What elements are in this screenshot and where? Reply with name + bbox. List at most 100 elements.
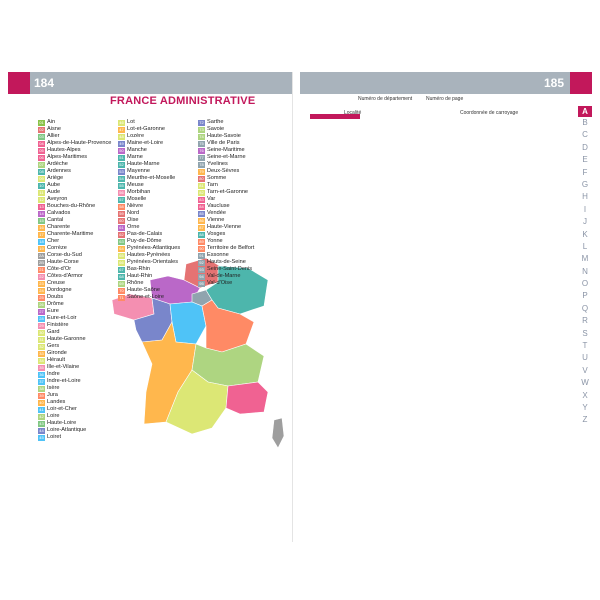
alpha-tab-e[interactable]: E bbox=[582, 155, 588, 165]
legend-item: 26 Drôme bbox=[38, 301, 111, 308]
legend-item: 2B Haute-Corse bbox=[38, 259, 111, 266]
alpha-tab-g[interactable]: G bbox=[581, 179, 589, 189]
legend-item: 33 Gironde bbox=[38, 350, 111, 357]
alpha-tab-t[interactable]: T bbox=[582, 341, 588, 351]
legend-item: 11 Aude bbox=[38, 189, 111, 196]
alpha-tab-f[interactable]: F bbox=[582, 167, 588, 177]
dept-code-swatch: 30 bbox=[38, 329, 45, 336]
dept-name: Aude bbox=[47, 189, 61, 195]
dept-code-swatch: 87 bbox=[198, 224, 205, 231]
dept-code-swatch: 03 bbox=[38, 133, 45, 140]
dept-name: Hautes-Pyrénées bbox=[127, 252, 171, 258]
dept-code-swatch: 64 bbox=[118, 245, 125, 252]
dept-code-swatch: 79 bbox=[198, 168, 205, 175]
alpha-tab-q[interactable]: Q bbox=[581, 303, 589, 313]
legend-item: 30 Gard bbox=[38, 329, 111, 336]
france-map-svg bbox=[111, 257, 285, 449]
dept-code-swatch: 39 bbox=[38, 392, 45, 399]
alpha-tab-b[interactable]: B bbox=[582, 118, 588, 127]
dept-code-swatch: 33 bbox=[38, 350, 45, 357]
dept-code-swatch: 72 bbox=[198, 119, 205, 126]
index-column-2 bbox=[361, 120, 411, 540]
dept-name: Haute-Saône bbox=[127, 287, 160, 293]
page-number-right: 185 bbox=[543, 76, 564, 90]
dept-name: Rhône bbox=[127, 280, 144, 286]
legend-item: 02 Aisne bbox=[38, 126, 111, 133]
alpha-tab-h[interactable]: H bbox=[582, 192, 588, 202]
alpha-tab-r[interactable]: R bbox=[582, 316, 588, 326]
dept-code-swatch: 37 bbox=[38, 378, 45, 385]
legend-item: 41 Loir-et-Cher bbox=[38, 406, 111, 413]
alpha-tab-w[interactable]: W bbox=[581, 378, 589, 388]
dept-code-swatch: 28 bbox=[38, 315, 45, 322]
dept-name: Loir-et-Cher bbox=[47, 406, 77, 412]
alpha-tab-u[interactable]: U bbox=[582, 353, 588, 363]
alpha-tab-i[interactable]: I bbox=[583, 204, 587, 214]
dept-name: Côte-d'Or bbox=[47, 266, 72, 272]
legend-column-2: 46 Lot 47 Lot-et-Garonne 48 Lozère 49 Maine-et-… bbox=[118, 119, 180, 301]
dept-name: Hautes-Alpes bbox=[47, 147, 81, 153]
alpha-tab-y[interactable]: Y bbox=[582, 402, 588, 412]
legend-item: 29 Finistère bbox=[38, 322, 111, 329]
dept-code-swatch: 83 bbox=[198, 196, 205, 203]
alpha-tab-n[interactable]: N bbox=[582, 266, 588, 276]
dept-name: Isère bbox=[47, 385, 60, 391]
dept-name: Deux-Sèvres bbox=[207, 168, 240, 174]
dept-name: Sarthe bbox=[207, 119, 224, 125]
alpha-tab-l[interactable]: L bbox=[582, 241, 588, 251]
dept-name: Bouches-du-Rhône bbox=[47, 203, 96, 209]
dept-code-swatch: 66 bbox=[118, 259, 125, 266]
dept-name: Puy-de-Dôme bbox=[127, 238, 162, 244]
dept-name: Lot bbox=[127, 119, 135, 125]
legend-item: 77 Seine-et-Marne bbox=[198, 154, 254, 161]
dept-code-swatch: 34 bbox=[38, 357, 45, 364]
dept-code-swatch: 60 bbox=[118, 217, 125, 224]
alpha-tab-x[interactable]: X bbox=[582, 390, 588, 400]
dept-code-swatch: 55 bbox=[118, 182, 125, 189]
dept-name: Ville de Paris bbox=[207, 140, 240, 146]
legend-item: 28 Eure-et-Loir bbox=[38, 315, 111, 322]
legend-item: 01 Ain bbox=[38, 119, 111, 126]
legend-item: 13 Bouches-du-Rhône bbox=[38, 203, 111, 210]
dept-code-swatch: 01 bbox=[38, 119, 45, 126]
dept-name: Drôme bbox=[47, 301, 64, 307]
legend-item: 24 Dordogne bbox=[38, 287, 111, 294]
index-entry bbox=[514, 531, 564, 535]
alpha-tab-j[interactable]: J bbox=[583, 217, 587, 227]
dept-name: Charente-Maritime bbox=[47, 231, 94, 237]
alpha-tab-d[interactable]: D bbox=[582, 142, 588, 152]
dept-code-swatch: 70 bbox=[118, 287, 125, 294]
dept-code-swatch: 73 bbox=[198, 126, 205, 133]
dept-code-swatch: 80 bbox=[198, 175, 205, 182]
dept-name: Var bbox=[207, 196, 216, 202]
legend-item: 38 Isère bbox=[38, 385, 111, 392]
dept-code-swatch: 53 bbox=[118, 168, 125, 175]
alpha-tab-v[interactable]: V bbox=[582, 365, 588, 375]
dept-name: Doubs bbox=[47, 294, 64, 300]
legend-item: 31 Haute-Garonne bbox=[38, 336, 111, 343]
alpha-tab-p[interactable]: P bbox=[582, 291, 588, 301]
dept-name: Tarn bbox=[207, 182, 218, 188]
legend-item: 36 Indre bbox=[38, 371, 111, 378]
alpha-tab-k[interactable]: K bbox=[582, 229, 588, 239]
alpha-tab-z[interactable]: Z bbox=[582, 415, 588, 425]
legend-item: 64 Pyrénées-Atlantiques bbox=[118, 245, 180, 252]
dept-code-swatch: 18 bbox=[38, 238, 45, 245]
legend-item: 21 Côte-d'Or bbox=[38, 266, 111, 273]
alpha-tab-a[interactable]: A bbox=[578, 106, 592, 117]
legend-item: 44 Loire-Atlantique bbox=[38, 427, 111, 434]
legend-item: 2A Corse-du-Sud bbox=[38, 252, 111, 259]
dept-name: Cantal bbox=[47, 217, 64, 223]
dept-code-swatch: 59 bbox=[118, 210, 125, 217]
index-entry bbox=[361, 531, 411, 535]
alpha-tab-s[interactable]: S bbox=[582, 328, 588, 338]
alpha-tab-m[interactable]: M bbox=[581, 254, 589, 264]
dept-name: Ain bbox=[47, 119, 56, 125]
dept-name: Ille-et-Vilaine bbox=[47, 364, 80, 370]
alpha-tab-c[interactable]: C bbox=[582, 130, 588, 140]
dept-code-swatch: 26 bbox=[38, 301, 45, 308]
legend-item: 08 Ardennes bbox=[38, 168, 111, 175]
dept-name: Lozère bbox=[127, 133, 145, 139]
dept-code-swatch: 24 bbox=[38, 287, 45, 294]
alpha-tab-o[interactable]: O bbox=[581, 279, 589, 289]
